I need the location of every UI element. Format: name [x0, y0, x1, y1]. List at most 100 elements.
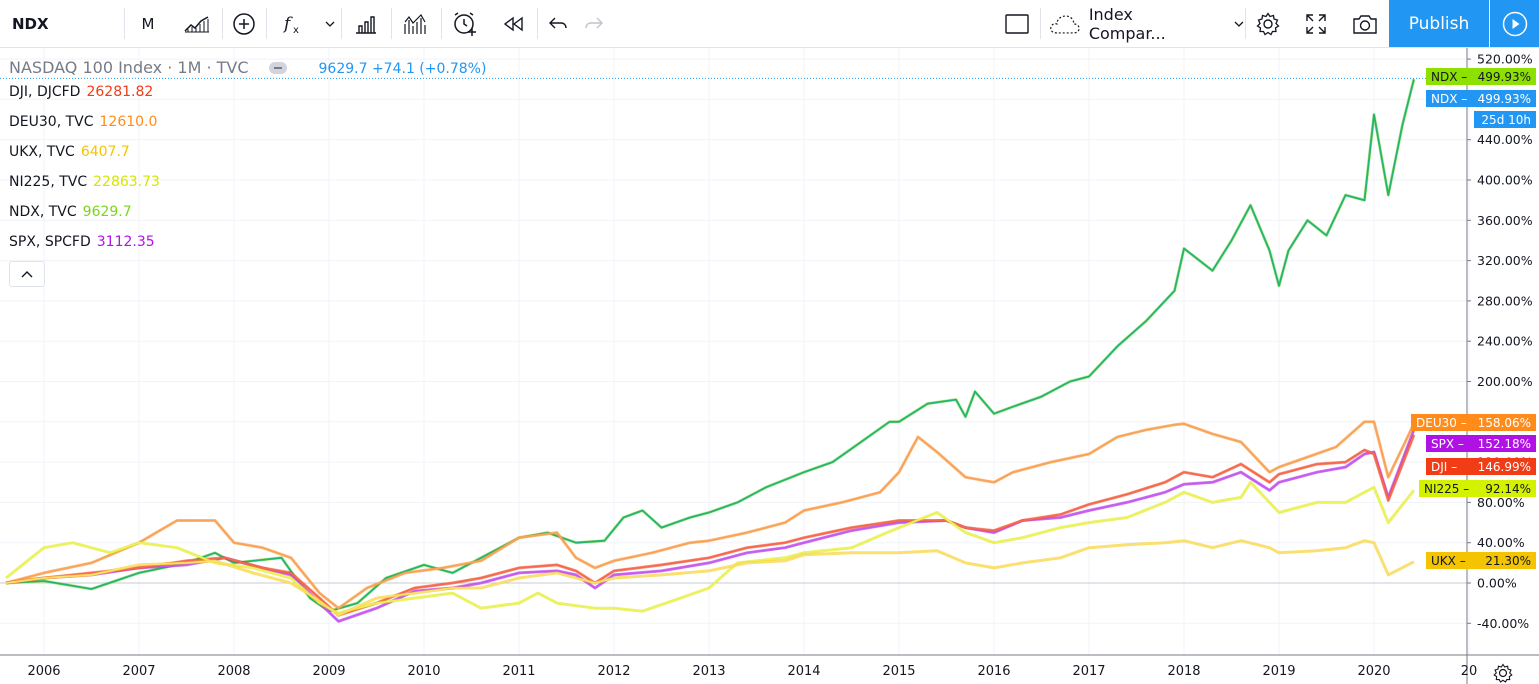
toolbar-divider [222, 8, 223, 39]
price-tag-separator: – [1455, 553, 1470, 568]
legend-row[interactable]: NDX, TVC 9629.7 [9, 197, 486, 227]
series-line-deu30[interactable] [5, 420, 1415, 610]
price-tag-label: DEU30 [1416, 415, 1457, 430]
y-tick-label: 280.00% [1477, 293, 1533, 308]
price-tag-ukx: UKX – 21.30% [1426, 552, 1536, 569]
toolbar-divider [1040, 8, 1041, 39]
main-series-title: NASDAQ 100 Index · 1M · TVC [9, 58, 249, 77]
layout-name: Index Compar... [1088, 4, 1166, 43]
price-tag-ndx: NDX – 499.93% [1426, 90, 1536, 107]
x-tick-label: 2016 [977, 664, 1010, 679]
price-tag-label: NDX [1431, 69, 1458, 84]
compare-series-list: DJI, DJCFD 26281.82 DEU30, TVC 12610.0 UKX, … [9, 77, 486, 257]
hide-series-button[interactable] [268, 62, 287, 74]
time-axis[interactable]: 2006 2007 2008 2009 2010 2011 2012 2013 2014 2015… [27, 664, 1477, 679]
price-tag-label: UKX [1431, 553, 1456, 568]
price-tag-separator: – [1459, 481, 1474, 496]
axis-settings-gear-icon[interactable] [1493, 663, 1513, 683]
legend-series-name: DEU30, TVC [9, 114, 94, 130]
x-tick-label: 20 [1461, 664, 1478, 679]
price-tag-value: 146.99% [1477, 459, 1531, 474]
legend-row[interactable]: DEU30, TVC 12610.0 [9, 107, 486, 137]
compare-add-icon[interactable] [223, 0, 265, 47]
main-series-values: 9629.7 +74.1 (+0.78%) [318, 61, 487, 77]
price-tag-value: 499.93% [1477, 69, 1531, 84]
y-tick-label: 440.00% [1477, 132, 1533, 147]
undo-icon[interactable] [538, 0, 578, 47]
svg-text:x: x [293, 25, 299, 35]
chevron-up-icon [21, 271, 33, 278]
legend-series-value: 6407.7 [80, 144, 130, 160]
x-tick-label: 2017 [1072, 664, 1105, 679]
series-line-dji[interactable] [5, 434, 1415, 617]
publish-button[interactable]: Publish [1389, 0, 1489, 47]
series-layer [5, 78, 1416, 623]
x-tick-label: 2007 [122, 664, 155, 679]
fullscreen-toggle-icon[interactable] [996, 0, 1038, 47]
legend-series-name: DJI, DJCFD [9, 84, 81, 100]
price-tag-label: DJI [1431, 459, 1448, 474]
legend-series-name: SPX, SPCFD [9, 234, 91, 250]
publish-play-button[interactable] [1490, 0, 1539, 47]
y-tick-label: 40.00% [1477, 535, 1525, 550]
y-tick-label: -40.00% [1477, 616, 1529, 631]
legend-series-name: NDX, TVC [9, 204, 77, 220]
toolbar-divider [441, 8, 442, 39]
x-tick-label: 2020 [1357, 664, 1390, 679]
y-tick-label: 80.00% [1477, 495, 1525, 510]
chevron-down-icon[interactable] [319, 0, 341, 47]
y-tick-label: 240.00% [1477, 334, 1533, 349]
alert-icon[interactable] [442, 0, 488, 47]
templates-icon[interactable] [392, 0, 440, 47]
layout-menu-button[interactable]: Index Compar... [1041, 0, 1244, 47]
svg-text:f: f [282, 14, 293, 34]
legend-series-value: 9629.7 [82, 204, 132, 220]
toolbar-divider [266, 8, 267, 39]
legend-series-value: 26281.82 [86, 84, 154, 100]
price-tag-deu30: DEU30 – 158.06% [1411, 414, 1536, 431]
financials-icon[interactable] [342, 0, 390, 47]
price-tag-separator: – [1447, 459, 1461, 474]
x-tick-label: 2008 [217, 664, 250, 679]
legend-row[interactable]: SPX, SPCFD 3112.35 [9, 227, 486, 257]
price-tag-value: 158.06% [1477, 415, 1531, 430]
chart-style-icon[interactable] [172, 0, 222, 47]
interval-button[interactable]: M [141, 14, 155, 33]
y-tick-label: 0.00% [1477, 576, 1517, 591]
price-tag-value: 152.18% [1477, 436, 1531, 451]
redo-icon[interactable] [576, 0, 612, 47]
price-tag-countdown: 25d 10h [1474, 111, 1536, 128]
price-axis[interactable]: 520.00%480.00%440.00%400.00%360.00%320.0… [1467, 52, 1533, 631]
price-tag-label: SPX [1431, 436, 1455, 451]
legend-row[interactable]: DJI, DJCFD 26281.82 [9, 77, 486, 107]
legend-row[interactable]: NI225, TVC 22863.73 [9, 167, 486, 197]
series-line-ndx[interactable] [5, 79, 1415, 613]
legend-series-value: 3112.35 [96, 234, 155, 250]
settings-gear-icon[interactable] [1246, 0, 1290, 47]
chart-area[interactable]: 520.00%480.00%440.00%400.00%360.00%320.0… [0, 48, 1539, 684]
toolbar-divider [124, 8, 125, 39]
price-tag-separator: – [1457, 69, 1472, 84]
toolbar-divider [391, 8, 392, 39]
series-line-ukx[interactable] [5, 539, 1415, 617]
legend-series-value: 12610.0 [99, 114, 158, 130]
replay-icon[interactable] [490, 0, 536, 47]
symbol-search-button[interactable]: NDX [12, 14, 49, 33]
legend-row[interactable]: UKX, TVC 6407.7 [9, 137, 486, 167]
series-line-ukx-halo [5, 539, 1415, 617]
legend-series-name: NI225, TVC [9, 174, 88, 190]
price-tag-value: 92.14% [1485, 481, 1531, 496]
legend-main-series[interactable]: NASDAQ 100 Index · 1M · TVC 9629.7 +74.1… [9, 58, 486, 77]
price-tag-label: NI225 [1424, 481, 1460, 496]
fullscreen-icon[interactable] [1292, 0, 1340, 47]
price-tag-dji: DJI – 146.99% [1426, 458, 1536, 475]
series-line-spx[interactable] [5, 429, 1415, 623]
series-line-ni225[interactable] [5, 481, 1415, 615]
x-tick-label: 2012 [597, 664, 630, 679]
legend-collapse-button[interactable] [9, 261, 45, 287]
legend-series-name: UKX, TVC [9, 144, 75, 160]
camera-icon[interactable] [1342, 0, 1388, 47]
series-line-spx-halo [5, 429, 1416, 623]
